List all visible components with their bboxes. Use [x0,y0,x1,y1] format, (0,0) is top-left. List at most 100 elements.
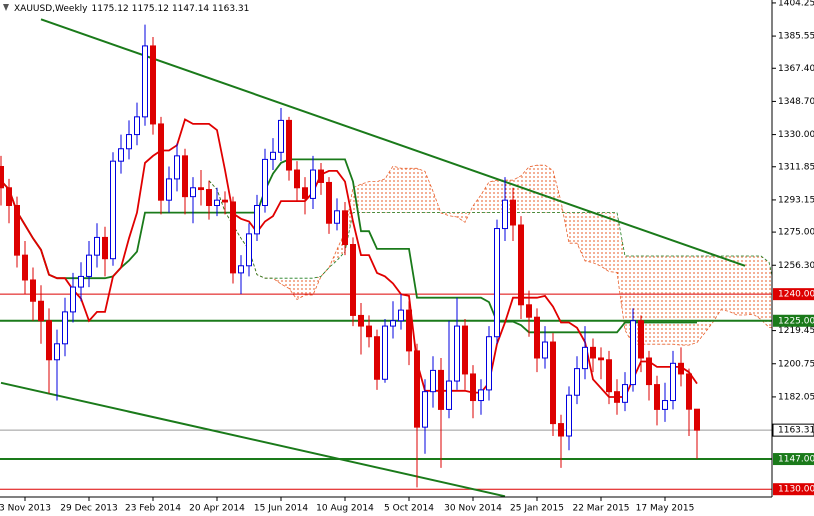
y-tick-label: 1385.55 [778,32,814,42]
candle-body [350,244,356,316]
header-icon [3,4,9,11]
candle-body [358,314,364,327]
low-value: 1147.14 [172,4,209,14]
y-tick-label: 1311.85 [778,162,814,172]
level-label-box [773,288,814,301]
y-tick-label: 1219.45 [778,326,814,336]
candle-body [38,300,44,322]
candle-body [278,119,284,153]
candle-body [70,286,76,313]
y-tick-label: 1256.30 [778,261,814,271]
candle-body [414,350,420,428]
header: XAUUSD,Weekly 1175.12 1175.12 1147.14 1163.3… [14,4,249,14]
candle-body [446,380,452,410]
candle-body [614,391,620,403]
candle-body [150,45,156,125]
candle-body [62,311,68,345]
candle-body [374,336,380,380]
level-label: 1147.00 [778,455,814,465]
level-label: 1240.00 [778,290,814,300]
candle-body [142,45,148,118]
trendline [40,18,746,267]
candle-body [574,368,580,396]
candle-body [54,343,60,361]
close-value: 1163.31 [212,4,249,14]
candle-body [454,325,460,382]
candle-body [518,224,524,306]
candle-body [78,275,84,288]
candle-body [22,254,28,281]
kumo-cloud [209,165,772,346]
candle-body [638,320,644,359]
trendline [0,381,506,497]
candle-body [294,169,300,189]
candle-body [526,304,532,318]
candle-body [6,187,12,207]
x-tick-label: 17 May 2015 [636,504,695,514]
candle-body [478,389,484,402]
candle-body [30,279,36,302]
candle-body [646,357,652,386]
candle-body [606,359,612,393]
candle-body [302,187,308,199]
candle-body [214,199,220,207]
candle-body [166,178,172,201]
x-tick-label: 3 Nov 2013 [0,504,51,514]
y-tick-label: 1348.70 [778,97,814,107]
axis-background [772,0,814,516]
level-label-box [773,483,814,496]
x-tick-label: 15 Jun 2014 [254,504,308,514]
candle-body [398,309,404,322]
candle-body [94,236,100,256]
candle-body [406,309,412,352]
symbol: XAUUSD,Weekly [14,4,88,14]
senkou-a [208,164,772,346]
x-tick-label: 25 Jan 2015 [510,504,564,514]
candle-body [326,181,332,224]
candle-body [102,236,108,260]
candle-body [110,160,116,260]
candle-body [622,384,628,403]
y-tick-label: 1367.40 [778,64,814,74]
candle-body [270,151,276,160]
y-tick-label: 1182.05 [778,392,814,402]
candle-body [486,336,492,391]
candle-body [238,265,244,274]
tenkan-line [0,118,698,398]
y-tick-label: 1404.25 [778,0,814,8]
level-label-box [773,314,814,327]
candle-body [182,155,188,198]
level-label: 1225.00 [778,316,814,326]
candle-body [582,346,588,370]
candle-body [534,316,540,359]
candle-body [662,400,668,410]
candle-body [86,254,92,277]
x-tick-label: 10 Aug 2014 [316,504,374,514]
x-tick-label: 23 Feb 2014 [125,504,181,514]
level-label: 1130.00 [778,485,814,495]
candle-body [470,373,476,402]
senkou-b [208,180,772,279]
candle-body [366,325,372,338]
x-tick-label: 30 Nov 2014 [444,504,502,514]
candle-body [246,233,252,267]
candle-body [694,408,700,431]
level-label-box [772,423,814,437]
candle-body [598,357,604,361]
candle-body [430,369,436,393]
y-tick-label: 1275.00 [778,228,814,238]
candle-body [558,423,564,437]
candle-body [14,205,20,256]
candle-body [190,187,196,198]
candle-body [174,155,180,180]
candle-body [630,320,636,386]
candle-body [422,391,428,428]
candle-body [382,325,388,380]
candle-body [670,362,676,402]
x-tick-label: 29 Dec 2013 [60,504,118,514]
y-tick-label: 1330.00 [778,130,814,140]
candle-body [206,189,212,207]
candle-body [230,201,236,274]
candle-body [158,123,164,201]
candle-body [334,210,340,224]
